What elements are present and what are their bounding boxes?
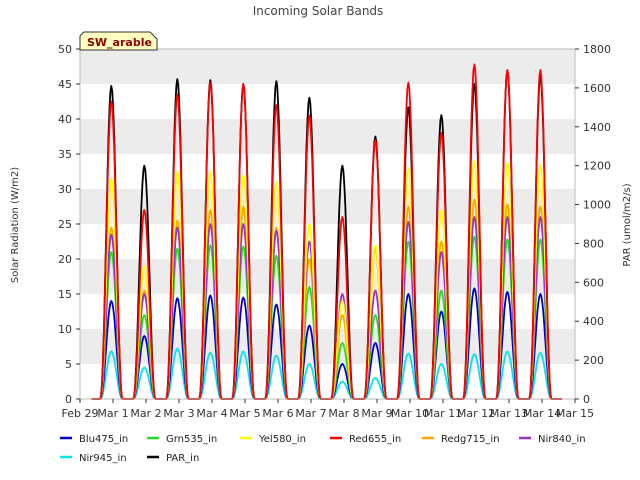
left-tick-label: 25	[58, 218, 72, 231]
legend-label: Nir945_in	[79, 453, 127, 464]
right-tick-label: 800	[583, 237, 604, 250]
right-tick-label: 200	[583, 354, 604, 367]
x-tick-label: Mar 11	[424, 407, 462, 420]
right-tick-label: 1000	[583, 199, 611, 212]
legend-label: Nir840_in	[538, 434, 586, 445]
left-tick-label: 20	[58, 253, 72, 266]
x-tick-label: Mar 5	[229, 407, 260, 420]
plot-background-bands	[80, 49, 575, 399]
left-tick-label: 30	[58, 183, 72, 196]
legend-label: PAR_in	[166, 453, 199, 464]
left-tick-label: 35	[58, 148, 72, 161]
grid-band	[80, 329, 575, 364]
left-tick-label: 0	[65, 393, 72, 406]
left-tick-label: 45	[58, 78, 72, 91]
left-y-axis: 0 5 10 15 20 25 30 35 40 45 50	[58, 43, 80, 406]
legend-label: Grn535_in	[166, 434, 217, 445]
right-tick-label: 1200	[583, 160, 611, 173]
x-tick-label: Mar 15	[556, 407, 594, 420]
legend-label: Yel580_in	[258, 434, 306, 445]
badge-label: SW_arable	[87, 36, 152, 49]
x-tick-label: Mar 1	[97, 407, 128, 420]
left-tick-label: 10	[58, 323, 72, 336]
right-tick-label: 1400	[583, 121, 611, 134]
grid-band	[80, 49, 575, 84]
x-tick-label: Mar 3	[163, 407, 194, 420]
legend-label: Red655_in	[349, 434, 401, 445]
x-tick-label: Mar 6	[262, 407, 293, 420]
site-badge: SW_arable	[79, 31, 158, 51]
x-tick-label: Mar 2	[130, 407, 161, 420]
right-tick-label: 600	[583, 276, 604, 289]
x-tick-label: Mar 10	[391, 407, 429, 420]
x-tick-label: Mar 4	[196, 407, 227, 420]
right-tick-label: 400	[583, 315, 604, 328]
right-y-axis: 0 200 400 600 800 1000 1200 1400 1600 1800	[575, 43, 611, 406]
x-tick-label: Mar 13	[490, 407, 528, 420]
grid-band	[80, 259, 575, 294]
right-tick-label: 1600	[583, 82, 611, 95]
x-tick-label: Mar 14	[523, 407, 561, 420]
right-tick-label: 0	[583, 393, 590, 406]
y-axis-label: Solar Radiation (W/m2)	[10, 167, 21, 283]
chart-title: Incoming Solar Bands	[253, 4, 384, 18]
right-tick-label: 1800	[583, 43, 611, 56]
x-tick-label: Feb 29	[62, 407, 99, 420]
left-tick-label: 15	[58, 288, 72, 301]
left-tick-label: 40	[58, 113, 72, 126]
left-tick-label: 50	[58, 43, 72, 56]
legend: Blu475_in Grn535_in Yel580_in Red655_in Redg…	[60, 434, 586, 464]
x-tick-label: Mar 8	[328, 407, 359, 420]
badge-shape	[79, 31, 158, 51]
x-tick-label: Mar 12	[457, 407, 495, 420]
left-tick-label: 5	[65, 358, 72, 371]
y2-axis-label: PAR (umol/m2/s)	[622, 183, 633, 266]
grid-band	[80, 119, 575, 154]
x-tick-label: Mar 9	[361, 407, 392, 420]
x-tick-label: Mar 7	[295, 407, 326, 420]
legend-label: Redg715_in	[441, 434, 500, 445]
legend-label: Blu475_in	[79, 434, 128, 445]
grid-band	[80, 189, 575, 224]
